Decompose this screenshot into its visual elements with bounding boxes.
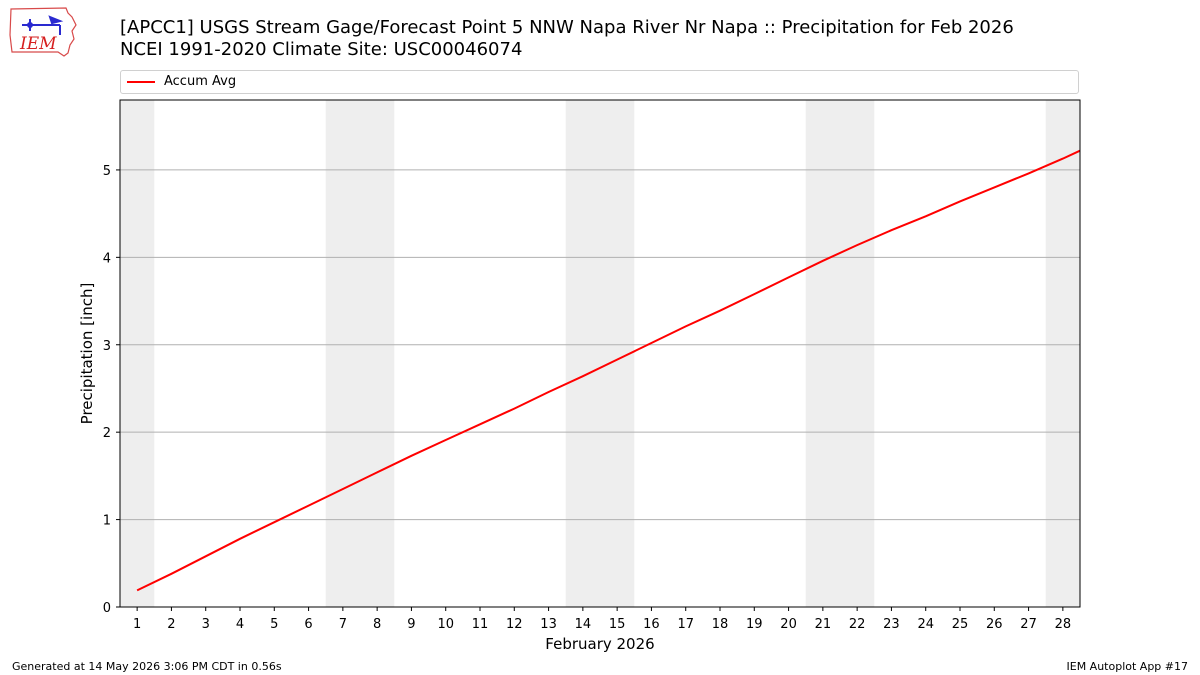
x-tick-label-14: 14 — [575, 617, 592, 632]
y-tick-label-2: 2 — [103, 426, 111, 441]
x-tick-label-10: 10 — [437, 617, 454, 632]
x-tick-label-2: 2 — [167, 617, 175, 632]
x-tick-label-16: 16 — [643, 617, 660, 632]
x-tick-label-9: 9 — [407, 617, 415, 632]
legend-label: Accum Avg — [164, 74, 237, 89]
chart-title: [APCC1] USGS Stream Gage/Forecast Point … — [120, 17, 1014, 61]
weekend-band-4 — [1045, 100, 1080, 607]
x-tick-label-24: 24 — [917, 617, 934, 632]
y-tick-label-4: 4 — [103, 251, 111, 266]
series-layer — [136, 149, 1081, 592]
x-axis: 1 2 3 4 5 6 7 8 9 10 11 12 13 14 15 16 17 18 19 20 21 22 23 24 2… — [133, 607, 1071, 632]
x-tick-label-23: 23 — [883, 617, 900, 632]
x-tick-label-5: 5 — [270, 617, 278, 632]
x-tick-label-11: 11 — [472, 617, 489, 632]
weekend-band-1 — [325, 100, 395, 607]
y-tick-label-5: 5 — [103, 164, 111, 179]
footer-app: IEM Autoplot App #17 — [1066, 660, 1189, 673]
x-tick-label-3: 3 — [202, 617, 210, 632]
x-tick-label-20: 20 — [780, 617, 797, 632]
x-tick-label-12: 12 — [506, 617, 523, 632]
x-tick-label-19: 19 — [746, 617, 763, 632]
iem-logo: IEM — [9, 7, 77, 57]
title-line-2: NCEI 1991-2020 Climate Site: USC00046074 — [120, 39, 523, 60]
x-axis-label: February 2026 — [545, 635, 654, 653]
x-tick-label-26: 26 — [986, 617, 1003, 632]
x-tick-label-6: 6 — [304, 617, 312, 632]
series-line-accum-avg — [136, 149, 1081, 592]
x-tick-label-28: 28 — [1055, 617, 1072, 632]
weekend-band-0 — [120, 100, 155, 607]
x-tick-label-15: 15 — [609, 617, 626, 632]
y-tick-label-1: 1 — [103, 514, 111, 529]
y-tick-label-0: 0 — [103, 601, 111, 616]
weekend-bands — [120, 100, 1080, 607]
x-tick-label-21: 21 — [815, 617, 832, 632]
y-axis: 0 1 2 3 4 5 — [103, 164, 120, 616]
x-tick-label-8: 8 — [373, 617, 381, 632]
x-tick-label-18: 18 — [712, 617, 729, 632]
x-tick-label-22: 22 — [849, 617, 866, 632]
x-tick-label-4: 4 — [236, 617, 244, 632]
title-line-1: [APCC1] USGS Stream Gage/Forecast Point … — [120, 17, 1014, 38]
x-tick-label-27: 27 — [1020, 617, 1037, 632]
x-tick-label-17: 17 — [677, 617, 694, 632]
x-tick-label-13: 13 — [540, 617, 557, 632]
x-tick-label-7: 7 — [339, 617, 347, 632]
legend-line-swatch — [127, 81, 155, 83]
weekend-band-2 — [565, 100, 635, 607]
weekend-band-3 — [805, 100, 875, 607]
plot-frame — [119, 99, 1081, 608]
y-tick-label-3: 3 — [103, 339, 111, 354]
x-tick-label-25: 25 — [952, 617, 969, 632]
legend: Accum Avg — [120, 70, 1079, 94]
footer-generated: Generated at 14 May 2026 3:06 PM CDT in … — [12, 660, 282, 673]
logo-text: IEM — [19, 34, 57, 54]
gridlines — [120, 169, 1080, 521]
x-tick-label-1: 1 — [133, 617, 141, 632]
y-axis-label: Precipitation [inch] — [78, 283, 96, 425]
